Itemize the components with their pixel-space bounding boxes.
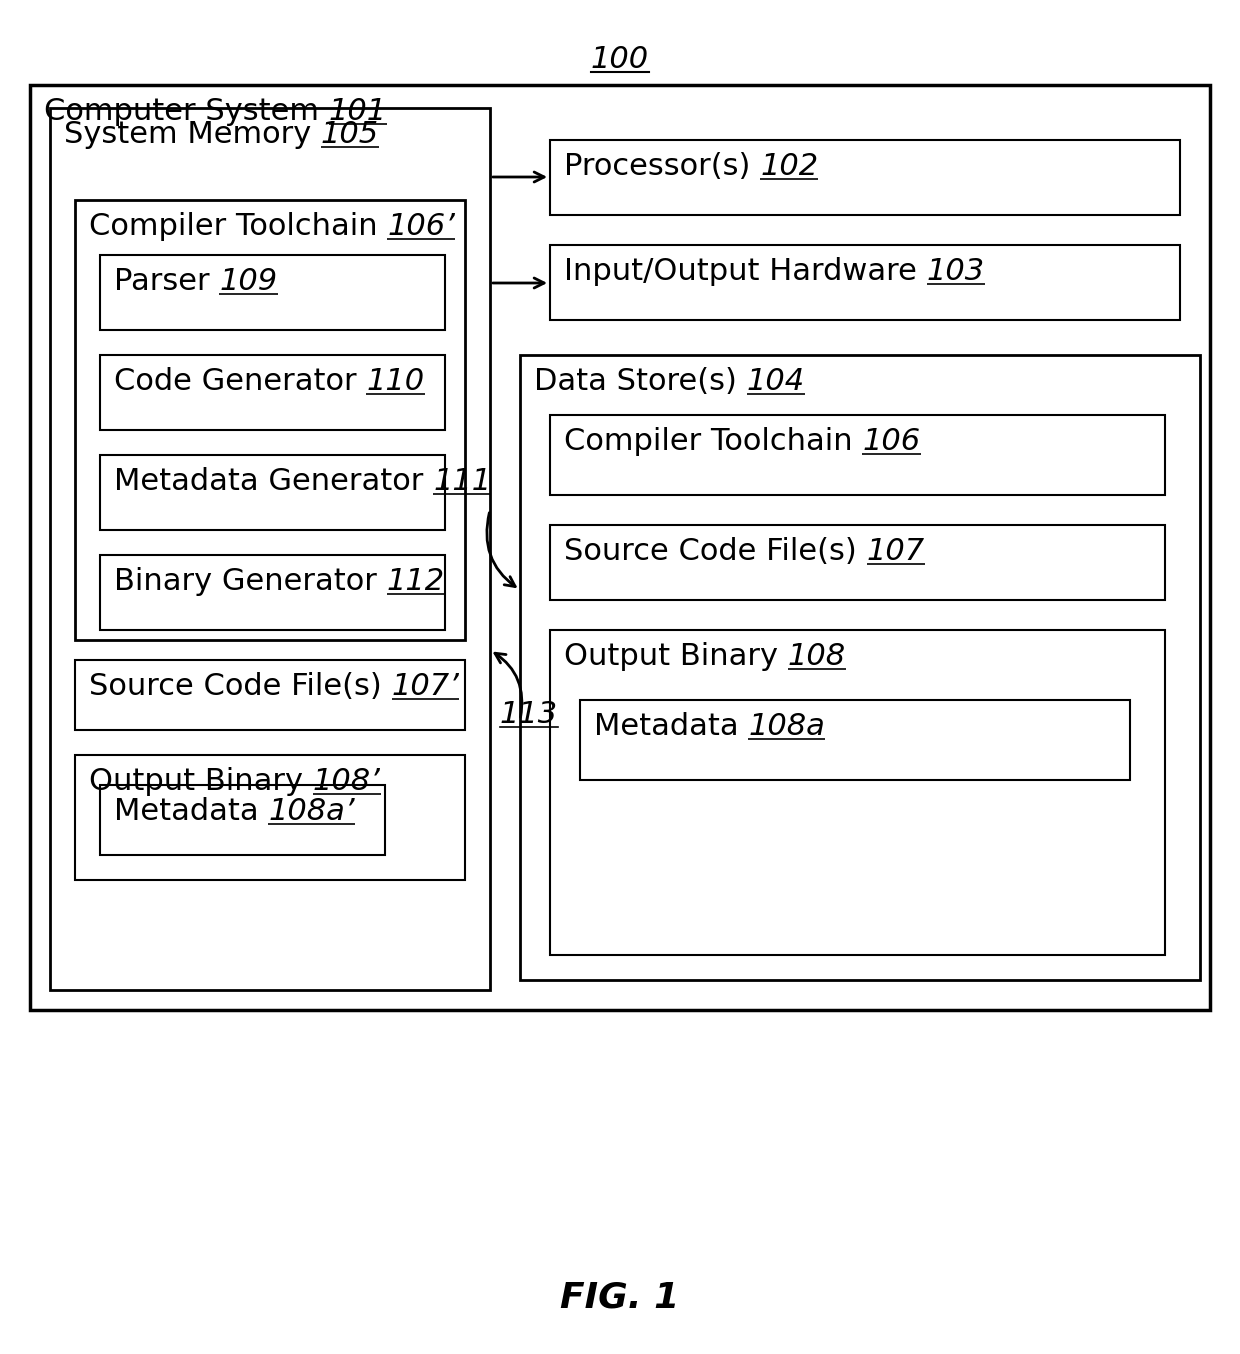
Text: 101: 101 — [329, 97, 387, 126]
Text: FIG. 1: FIG. 1 — [560, 1280, 680, 1313]
Text: Output Binary: Output Binary — [564, 642, 787, 672]
Bar — [551, 414, 1166, 496]
Bar — [100, 455, 445, 529]
Text: Source Code File(s): Source Code File(s) — [89, 672, 392, 701]
Text: Processor(s): Processor(s) — [564, 152, 760, 181]
Text: 103: 103 — [926, 257, 985, 286]
Text: Input/Output Hardware: Input/Output Hardware — [564, 257, 926, 286]
Text: 111: 111 — [433, 467, 491, 496]
Text: Parser: Parser — [114, 267, 219, 297]
Text: 109: 109 — [219, 267, 278, 297]
Text: Binary Generator: Binary Generator — [114, 567, 387, 596]
Bar — [551, 139, 1180, 215]
Text: 106’: 106’ — [387, 213, 455, 241]
Bar — [520, 355, 1200, 980]
Text: Compiler Toolchain: Compiler Toolchain — [89, 213, 387, 241]
Text: 104: 104 — [746, 367, 805, 395]
Text: Source Code File(s): Source Code File(s) — [564, 538, 867, 566]
Text: 108a’: 108a’ — [268, 798, 355, 826]
Text: Metadata: Metadata — [594, 712, 749, 741]
Text: 100: 100 — [591, 45, 649, 74]
Bar — [30, 85, 1210, 1010]
Text: Data Store(s): Data Store(s) — [534, 367, 746, 395]
Text: 106: 106 — [862, 427, 920, 456]
Bar — [551, 525, 1166, 600]
Text: Metadata Generator: Metadata Generator — [114, 467, 433, 496]
Text: 107’: 107’ — [392, 672, 459, 701]
Text: Output Binary: Output Binary — [89, 766, 312, 796]
Bar — [580, 700, 1130, 780]
Bar — [74, 200, 465, 640]
Bar — [100, 355, 445, 431]
Text: 107: 107 — [867, 538, 925, 566]
Bar — [50, 108, 490, 990]
Text: Compiler Toolchain: Compiler Toolchain — [564, 427, 862, 456]
Bar — [551, 630, 1166, 955]
Bar — [100, 555, 445, 630]
Text: Computer System: Computer System — [43, 97, 329, 126]
Bar — [74, 756, 465, 880]
Bar — [100, 255, 445, 330]
Text: 108: 108 — [787, 642, 846, 672]
Text: 110: 110 — [366, 367, 424, 395]
Bar — [551, 245, 1180, 320]
Text: 102: 102 — [760, 152, 818, 181]
Bar — [100, 785, 384, 854]
Text: 105: 105 — [321, 121, 379, 149]
Text: 108a: 108a — [749, 712, 826, 741]
Text: 113: 113 — [500, 700, 558, 728]
Text: Metadata: Metadata — [114, 798, 268, 826]
Text: System Memory: System Memory — [64, 121, 321, 149]
Bar — [74, 659, 465, 730]
Text: 112: 112 — [387, 567, 445, 596]
Text: 108’: 108’ — [312, 766, 381, 796]
Text: Code Generator: Code Generator — [114, 367, 366, 395]
